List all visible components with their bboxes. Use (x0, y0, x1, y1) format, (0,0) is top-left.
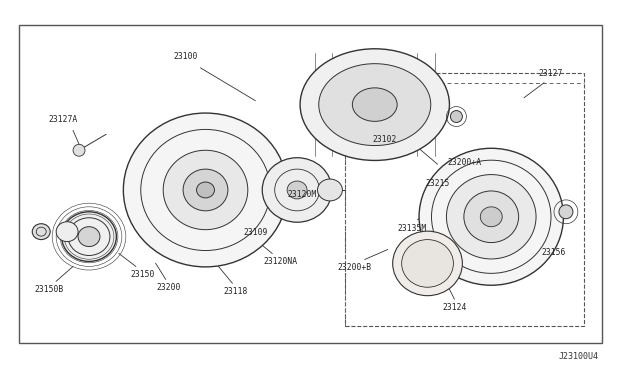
Text: 23118: 23118 (223, 287, 248, 296)
Text: 23127A: 23127A (49, 115, 77, 125)
Ellipse shape (419, 148, 563, 285)
Ellipse shape (61, 212, 116, 262)
Text: 23200: 23200 (156, 283, 181, 292)
Text: 23120M: 23120M (287, 190, 317, 199)
Ellipse shape (183, 169, 228, 211)
Ellipse shape (32, 224, 50, 240)
Ellipse shape (393, 231, 462, 296)
Circle shape (73, 144, 85, 156)
Text: 23200+B: 23200+B (338, 263, 372, 272)
Ellipse shape (56, 222, 78, 241)
Text: 23215: 23215 (426, 179, 450, 188)
Ellipse shape (447, 174, 536, 259)
Circle shape (559, 205, 573, 219)
Ellipse shape (163, 150, 248, 230)
Ellipse shape (480, 207, 502, 227)
Ellipse shape (196, 182, 214, 198)
Ellipse shape (78, 227, 100, 247)
Ellipse shape (287, 181, 307, 199)
Text: J23100U4: J23100U4 (559, 352, 599, 361)
Text: 23135M: 23135M (397, 224, 426, 233)
Ellipse shape (262, 158, 332, 222)
Bar (345, 73, 584, 326)
Ellipse shape (319, 64, 431, 145)
Text: 23100: 23100 (173, 52, 198, 61)
Text: 23150B: 23150B (35, 285, 64, 294)
Text: 23200+A: 23200+A (447, 158, 481, 167)
Bar (19, 25, 602, 343)
Text: 23156: 23156 (542, 247, 566, 257)
Text: 23120NA: 23120NA (263, 257, 297, 266)
Ellipse shape (464, 191, 518, 243)
Ellipse shape (300, 49, 449, 160)
Text: 23124: 23124 (442, 303, 467, 312)
Ellipse shape (402, 240, 453, 287)
Text: 23102: 23102 (372, 135, 397, 144)
Ellipse shape (124, 113, 287, 267)
Ellipse shape (353, 88, 397, 121)
Text: 23109: 23109 (243, 228, 268, 237)
Text: 23127: 23127 (539, 69, 563, 78)
Circle shape (451, 110, 462, 122)
Text: 23150: 23150 (131, 270, 155, 279)
Ellipse shape (317, 179, 342, 201)
